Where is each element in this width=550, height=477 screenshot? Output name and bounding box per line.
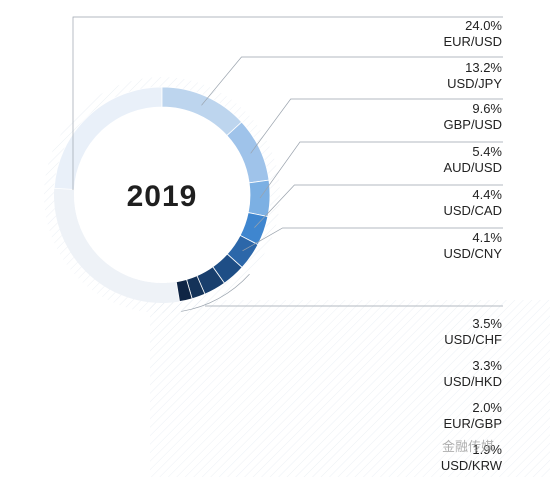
watermark: 金融传媒 bbox=[442, 439, 494, 454]
leader-line-eur-usd bbox=[72, 16, 503, 190]
slice-percent-label: 3.3% bbox=[472, 358, 502, 373]
group-bracket-arc bbox=[181, 273, 250, 312]
slice-pair-label: USD/JPY bbox=[447, 76, 502, 91]
center-disc bbox=[74, 107, 250, 283]
slice-pair-label: EUR/GBP bbox=[443, 416, 502, 431]
slice-percent-label: 2.0% bbox=[472, 400, 502, 415]
slice-pair-label: AUD/USD bbox=[443, 160, 502, 175]
slice-percent-label: 24.0% bbox=[465, 18, 502, 33]
slice-percent-label: 4.1% bbox=[472, 230, 502, 245]
slice-percent-label: 9.6% bbox=[472, 101, 502, 116]
leader-lines bbox=[72, 16, 503, 312]
donut-slices bbox=[53, 86, 271, 303]
slice-pair-label: USD/KRW bbox=[441, 458, 503, 473]
slice-percent-label: 4.4% bbox=[472, 187, 502, 202]
slice-remainder bbox=[53, 188, 180, 303]
leader-line-usd-cny bbox=[242, 227, 503, 252]
slice-pair-label: USD/CHF bbox=[444, 332, 502, 347]
leader-line-gbp-usd bbox=[250, 98, 503, 154]
slice-pair-label: EUR/USD bbox=[443, 34, 502, 49]
center-year-label: 2019 bbox=[127, 180, 198, 213]
leader-line-aud-usd bbox=[259, 141, 503, 199]
leader-line-usd-cad bbox=[254, 184, 503, 228]
slice-percent-label: 13.2% bbox=[465, 60, 502, 75]
slice-pair-label: USD/HKD bbox=[443, 374, 502, 389]
leader-line-usd-jpy bbox=[201, 56, 503, 106]
slice-percent-label: 5.4% bbox=[472, 144, 502, 159]
slice-pair-label: USD/CAD bbox=[443, 203, 502, 218]
slice-pair-label: USD/CNY bbox=[443, 246, 502, 261]
slice-percent-label: 1.9% bbox=[472, 442, 502, 457]
slice-percent-label: 3.5% bbox=[472, 316, 502, 331]
slice-pair-label: GBP/USD bbox=[443, 117, 502, 132]
slice-labels: 24.0%EUR/USD 13.2%USD/JPY 9.6%GBP/USD 5.4%A… bbox=[441, 18, 503, 473]
hatch-panel bbox=[150, 300, 550, 477]
slice-aud-usd bbox=[247, 179, 271, 218]
